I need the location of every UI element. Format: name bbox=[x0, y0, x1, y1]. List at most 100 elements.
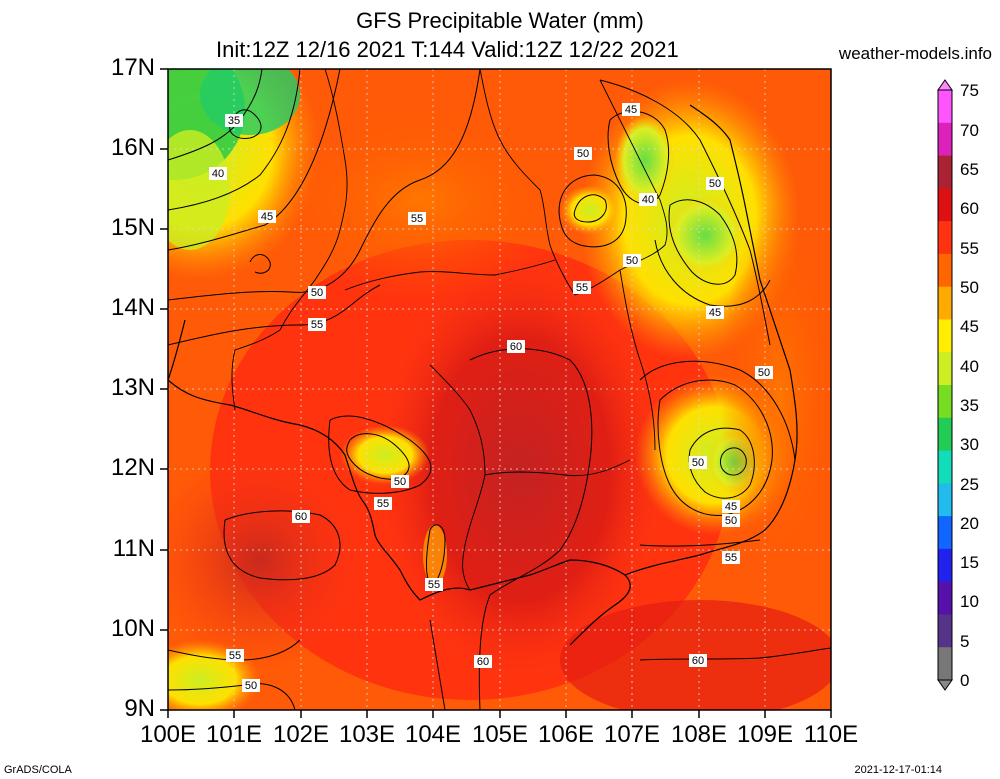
contour-label: 50 bbox=[722, 514, 740, 527]
contour-label: 50 bbox=[689, 456, 707, 469]
contour-label: 60 bbox=[689, 654, 707, 667]
lon-tick-label: 103E bbox=[338, 721, 396, 748]
lat-tick-label: 17N bbox=[110, 54, 155, 81]
colorbar-label: 20 bbox=[960, 514, 979, 533]
footer-software: GrADS/COLA bbox=[4, 764, 72, 776]
colorbar-swatch bbox=[938, 188, 952, 222]
graticule bbox=[168, 69, 831, 710]
colorbar-swatch bbox=[938, 548, 952, 583]
site-label: weather-models.info bbox=[838, 44, 992, 63]
contour-label: 55 bbox=[722, 551, 740, 564]
colorbar-swatch bbox=[938, 122, 952, 157]
contour-label: 55 bbox=[226, 649, 244, 662]
svg-text:45: 45 bbox=[261, 211, 273, 223]
svg-text:55: 55 bbox=[428, 579, 440, 591]
svg-text:50: 50 bbox=[692, 457, 704, 469]
svg-text:35: 35 bbox=[228, 115, 240, 127]
colorbar-swatch bbox=[938, 286, 952, 320]
lon-tick-label: 100E bbox=[139, 721, 197, 748]
svg-text:60: 60 bbox=[692, 655, 704, 667]
svg-text:55: 55 bbox=[725, 552, 737, 564]
colorbar-swatch bbox=[938, 385, 952, 419]
svg-text:55: 55 bbox=[377, 498, 389, 510]
svg-text:40: 40 bbox=[212, 168, 224, 180]
contour-label: 55 bbox=[573, 281, 591, 294]
lon-tick-label: 101E bbox=[205, 721, 263, 748]
lon-tick-label: 105E bbox=[471, 721, 529, 748]
colorbar-swatch bbox=[938, 516, 952, 550]
contour-label: 45 bbox=[258, 210, 276, 223]
contour-label: 40 bbox=[639, 193, 657, 206]
contour-label: 50 bbox=[623, 254, 641, 267]
svg-text:50: 50 bbox=[725, 515, 737, 527]
contour-label: 60 bbox=[474, 655, 492, 668]
lon-tick-label: 106E bbox=[537, 721, 595, 748]
colorbar-label: 5 bbox=[960, 632, 970, 651]
lat-tick-label: 9N bbox=[124, 695, 155, 722]
colorbar-swatch bbox=[938, 614, 952, 648]
contour-label: 50 bbox=[755, 366, 773, 379]
svg-text:55: 55 bbox=[411, 213, 423, 225]
pw-field bbox=[168, 69, 831, 710]
lon-tick-label: 110E bbox=[803, 721, 859, 748]
lon-tick-label: 107E bbox=[603, 721, 661, 748]
colorbar-swatch bbox=[938, 352, 952, 386]
lon-tick-label: 104E bbox=[404, 721, 462, 748]
colorbar-swatch bbox=[938, 221, 952, 255]
svg-text:55: 55 bbox=[311, 319, 323, 331]
colorbar-label: 25 bbox=[960, 475, 979, 494]
svg-text:50: 50 bbox=[709, 178, 721, 190]
svg-text:60: 60 bbox=[477, 656, 489, 668]
contour-label: 55 bbox=[408, 212, 426, 225]
contour-label: 45 bbox=[722, 500, 740, 513]
contour-label: 60 bbox=[507, 340, 525, 353]
contour-label: 50 bbox=[706, 177, 724, 190]
colorbar-label: 70 bbox=[960, 121, 979, 140]
contour-label: 55 bbox=[308, 318, 326, 331]
contour-label-group: 35 40 45 50 55 55 60 50 55 60 55 50 55 6… bbox=[209, 103, 773, 692]
contour-label: 45 bbox=[622, 103, 640, 116]
contours bbox=[168, 69, 831, 710]
colorbar-swatch bbox=[938, 450, 952, 484]
contour-label: 35 bbox=[225, 114, 243, 127]
lat-tick-label: 13N bbox=[110, 374, 155, 401]
colorbar-swatch bbox=[938, 155, 952, 189]
lon-tick-label: 109E bbox=[736, 721, 794, 748]
svg-text:60: 60 bbox=[295, 511, 307, 523]
lat-tick-label: 14N bbox=[110, 294, 155, 321]
lat-tick-label: 11N bbox=[112, 535, 155, 562]
colorbar-swatch bbox=[938, 483, 952, 517]
svg-text:50: 50 bbox=[394, 476, 406, 488]
colorbar-swatch bbox=[938, 417, 952, 452]
colorbar-label: 75 bbox=[960, 81, 979, 100]
contour-label: 50 bbox=[308, 286, 326, 299]
contour-label: 60 bbox=[292, 510, 310, 523]
svg-text:60: 60 bbox=[510, 341, 522, 353]
colorbar-label: 10 bbox=[960, 592, 979, 611]
lat-tick-label: 15N bbox=[110, 214, 155, 241]
svg-text:45: 45 bbox=[725, 501, 737, 513]
colorbar-label: 60 bbox=[960, 199, 979, 218]
colorbar-swatch bbox=[938, 319, 952, 353]
footer-timestamp: 2021-12-17-01:14 bbox=[854, 764, 942, 776]
colorbar-swatch bbox=[938, 90, 952, 124]
svg-text:50: 50 bbox=[577, 148, 589, 160]
borders bbox=[231, 69, 668, 591]
colorbar-label: 40 bbox=[960, 357, 979, 376]
lat-tick-label: 12N bbox=[110, 454, 155, 481]
svg-text:50: 50 bbox=[626, 255, 638, 267]
colorbar-label: 15 bbox=[960, 553, 979, 572]
coastlines bbox=[168, 104, 798, 646]
contour-label: 45 bbox=[706, 306, 724, 319]
svg-text:40: 40 bbox=[642, 194, 654, 206]
svg-text:45: 45 bbox=[625, 104, 637, 116]
contour-label: 50 bbox=[391, 475, 409, 488]
lat-tick-label: 10N bbox=[110, 615, 155, 642]
colorbar-label: 45 bbox=[960, 317, 979, 336]
svg-text:50: 50 bbox=[758, 367, 770, 379]
lon-tick-label: 108E bbox=[670, 721, 728, 748]
colorbar-max-arrow bbox=[937, 79, 953, 91]
svg-text:55: 55 bbox=[229, 650, 241, 662]
lon-tick-label: 102E bbox=[272, 721, 330, 748]
